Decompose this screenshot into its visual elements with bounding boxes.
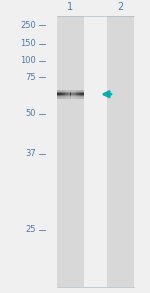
Bar bbox=[75, 90, 76, 98]
Bar bbox=[69, 90, 70, 98]
Text: 250: 250 bbox=[20, 21, 36, 30]
Text: 75: 75 bbox=[25, 73, 36, 81]
Bar bbox=[72, 90, 73, 98]
Bar bbox=[57, 90, 58, 98]
Text: 37: 37 bbox=[25, 149, 36, 158]
Bar bbox=[83, 90, 84, 98]
Bar bbox=[80, 90, 81, 98]
Bar bbox=[76, 90, 77, 98]
Bar bbox=[61, 90, 62, 98]
Text: 1: 1 bbox=[68, 2, 74, 12]
Bar bbox=[60, 90, 61, 98]
Bar bbox=[70, 90, 72, 98]
Text: 150: 150 bbox=[20, 40, 36, 49]
Bar bbox=[65, 90, 66, 98]
Text: 100: 100 bbox=[20, 56, 36, 65]
Bar bbox=[106, 16, 134, 287]
Bar bbox=[77, 90, 79, 98]
Bar bbox=[64, 90, 65, 98]
Bar bbox=[79, 90, 80, 98]
Bar bbox=[57, 16, 84, 287]
Bar bbox=[66, 90, 68, 98]
Text: 2: 2 bbox=[117, 2, 123, 12]
Text: 50: 50 bbox=[26, 109, 36, 118]
Bar bbox=[68, 90, 69, 98]
Bar bbox=[81, 90, 83, 98]
Text: 25: 25 bbox=[26, 225, 36, 234]
Bar bbox=[62, 90, 64, 98]
Bar bbox=[73, 90, 75, 98]
Bar bbox=[58, 90, 60, 98]
